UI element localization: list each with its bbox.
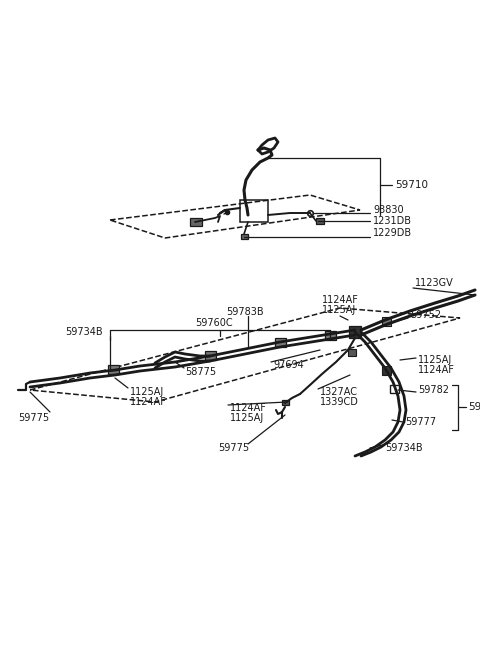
Text: 59760C: 59760C [195,318,233,328]
Text: 58775: 58775 [185,367,216,377]
Text: 97694: 97694 [273,360,304,370]
Text: 59710: 59710 [395,180,428,190]
Text: 1327AC: 1327AC [320,387,358,397]
Bar [240,200,268,222]
Bar [282,400,289,405]
Text: 93830: 93830 [373,205,404,215]
Text: 59770: 59770 [468,402,480,412]
Bar [348,349,356,356]
Bar [390,385,399,393]
Text: 59734B: 59734B [65,327,103,337]
Bar [316,218,324,224]
Text: 1124AF: 1124AF [130,397,167,407]
Bar [382,366,391,375]
Text: 59752: 59752 [410,310,441,320]
Bar [275,338,286,347]
Text: 1231DB: 1231DB [373,216,412,226]
Text: 59775: 59775 [18,413,49,423]
Bar [382,317,391,326]
Bar [241,234,248,239]
Text: 1124AF: 1124AF [322,295,359,305]
Text: 1123GV: 1123GV [415,278,454,288]
Text: 59734B: 59734B [385,443,422,453]
Text: 59782: 59782 [418,385,449,395]
Bar [205,351,216,360]
Text: 59777: 59777 [405,417,436,427]
Text: 1125AJ: 1125AJ [130,387,164,397]
Text: 59775: 59775 [218,443,249,453]
Text: 1124AF: 1124AF [418,365,455,375]
Bar [190,218,202,226]
Text: 1125AJ: 1125AJ [322,305,356,315]
Text: 1125AJ: 1125AJ [418,355,452,365]
Bar [325,331,336,340]
Text: 1125AJ: 1125AJ [230,413,264,423]
Text: 59783B: 59783B [226,307,264,317]
Bar [349,326,361,338]
Text: 1124AF: 1124AF [230,403,267,413]
Text: 1229DB: 1229DB [373,228,412,238]
Text: 1339CD: 1339CD [320,397,359,407]
Bar [108,365,119,374]
